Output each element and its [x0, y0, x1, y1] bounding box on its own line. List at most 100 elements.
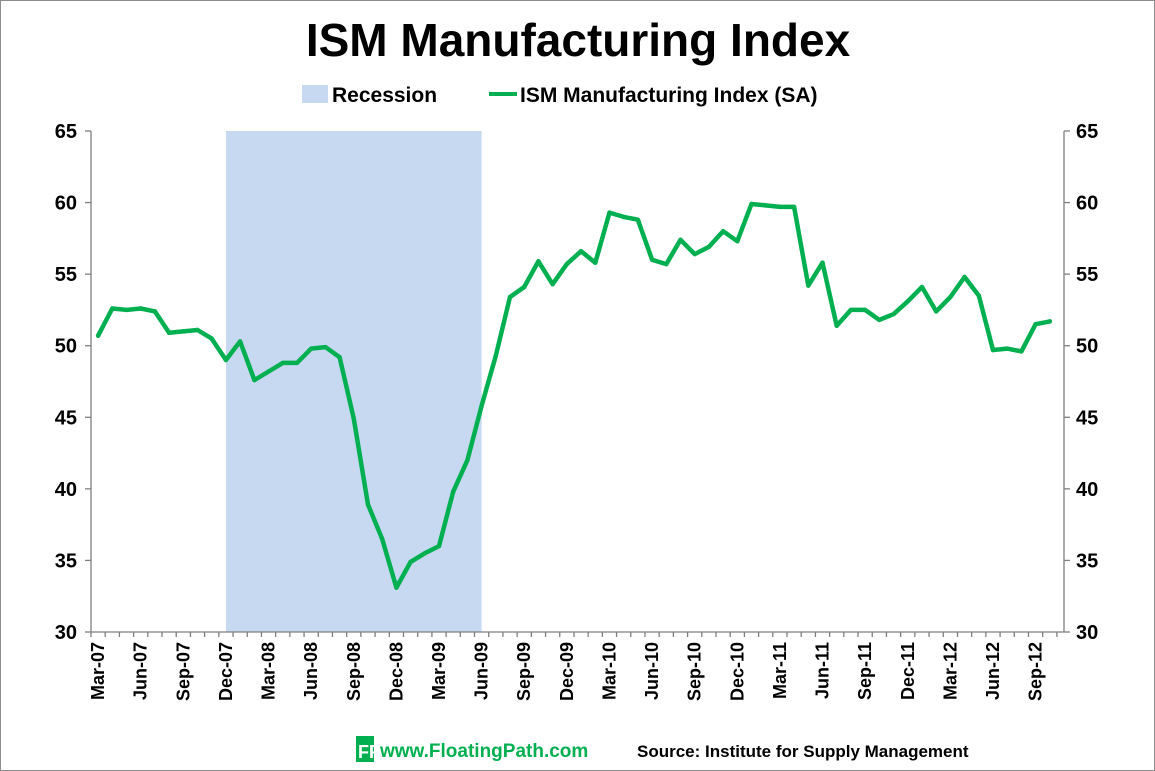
data-point: [1033, 322, 1038, 327]
y-tick-label-left: 50: [55, 336, 77, 358]
data-point: [891, 312, 896, 317]
data-point: [834, 323, 839, 328]
y-tick-label-left: 35: [55, 550, 77, 572]
data-point: [990, 347, 996, 353]
data-point: [323, 344, 328, 350]
y-tick-label-right: 35: [1076, 550, 1098, 572]
data-point: [209, 336, 214, 341]
chart-title: ISM Manufacturing Index: [306, 14, 851, 66]
data-point: [550, 281, 555, 287]
data-point: [564, 261, 570, 267]
x-tick-label: Mar-10: [599, 642, 619, 700]
data-point: [479, 403, 484, 409]
y-tick-label-left: 65: [55, 121, 77, 143]
data-point: [138, 306, 143, 311]
legend-recession-label: Recession: [332, 84, 437, 107]
x-tick-label: Jun-07: [131, 642, 151, 700]
x-tick-label: Dec-07: [216, 642, 236, 701]
y-ticks: 30 30 35 35 40 40 45 45 50 50 55 55 60 60 65 65: [55, 121, 1099, 644]
recession-band: [225, 131, 482, 632]
x-tick-label: Sep-08: [344, 642, 364, 701]
data-point: [195, 327, 200, 333]
data-point: [763, 203, 768, 208]
y-tick-label-right: 40: [1076, 479, 1098, 501]
data-point: [948, 294, 953, 300]
data-point: [351, 416, 356, 421]
legend-ism-label: ISM Manufacturing Index (SA): [520, 84, 818, 107]
x-tick-label: Sep-07: [173, 642, 193, 701]
x-tick-label: Mar-11: [770, 642, 790, 699]
y-tick-label-right: 60: [1076, 193, 1098, 215]
data-point: [976, 293, 981, 298]
data-point: [664, 261, 669, 267]
data-point: [678, 237, 683, 242]
y-tick-label-left: 60: [55, 193, 77, 215]
data-point: [621, 214, 626, 220]
data-point: [294, 360, 300, 366]
data-point: [408, 559, 413, 565]
website-link[interactable]: www.FloatingPath.com: [379, 741, 588, 762]
data-point: [507, 294, 513, 300]
data-point: [152, 309, 158, 314]
floatingpath-logo-icon: FP: [356, 736, 381, 762]
ism-series-line: [95, 201, 1053, 590]
x-tick-label: Jun-10: [642, 642, 662, 700]
source-note: Source: Institute for Supply Management: [637, 742, 969, 761]
data-point: [223, 357, 229, 363]
data-point: [1019, 349, 1024, 354]
data-point: [280, 360, 285, 366]
data-point: [110, 306, 115, 311]
data-point: [536, 259, 541, 264]
data-point: [124, 307, 129, 313]
data-point: [692, 251, 697, 257]
data-point: [791, 204, 797, 210]
data-point: [451, 489, 456, 494]
data-point: [720, 229, 726, 234]
x-tick-label: Sep-11: [855, 642, 875, 700]
data-point: [706, 244, 712, 250]
legend-recession-swatch: [302, 85, 328, 103]
data-point: [735, 239, 740, 244]
x-tick-label: Sep-12: [1026, 642, 1046, 701]
x-tick-label: Sep-10: [685, 642, 705, 701]
data-point: [379, 536, 385, 542]
x-tick-label: Jun-09: [472, 642, 492, 700]
y-tick-label-right: 50: [1076, 336, 1098, 358]
data-point: [933, 309, 939, 314]
x-tick-label: Dec-11: [898, 642, 918, 700]
ism-data-points: [95, 201, 1052, 590]
y-tick-label-right: 45: [1076, 407, 1098, 429]
logo-letters: FP: [358, 742, 381, 762]
x-tick-label: Mar-12: [940, 642, 960, 700]
legend: Recession ISM Manufacturing Index (SA): [302, 84, 818, 107]
data-point: [337, 354, 342, 360]
data-point: [465, 458, 470, 463]
data-point: [1047, 319, 1052, 324]
data-point: [436, 543, 442, 549]
data-point: [862, 307, 868, 313]
data-point: [237, 339, 243, 344]
x-tick-label: Mar-07: [88, 642, 108, 700]
x-tick-label: Jun-12: [983, 642, 1003, 700]
x-tick-label: Mar-09: [429, 642, 449, 700]
data-point: [493, 353, 499, 358]
x-ticks: Mar-07 Jun-07 Sep-07 Dec-07 Mar-08 Jun-08 Sep-…: [88, 632, 1058, 701]
data-point: [365, 502, 371, 507]
y-tick-label-left: 40: [55, 479, 77, 501]
data-point: [607, 210, 612, 215]
x-tick-label: Mar-08: [259, 642, 279, 700]
y-tick-label-right: 65: [1076, 121, 1098, 143]
data-point: [635, 217, 641, 222]
data-point: [252, 377, 257, 383]
x-tick-label: Dec-09: [557, 642, 577, 701]
data-point: [749, 201, 754, 207]
data-point: [181, 329, 186, 334]
x-tick-label: Dec-08: [386, 642, 406, 701]
x-tick-label: Jun-08: [301, 642, 321, 700]
data-point: [820, 260, 825, 265]
y-tick-label-left: 30: [55, 622, 77, 644]
data-point: [919, 284, 925, 290]
data-point: [1004, 346, 1010, 351]
